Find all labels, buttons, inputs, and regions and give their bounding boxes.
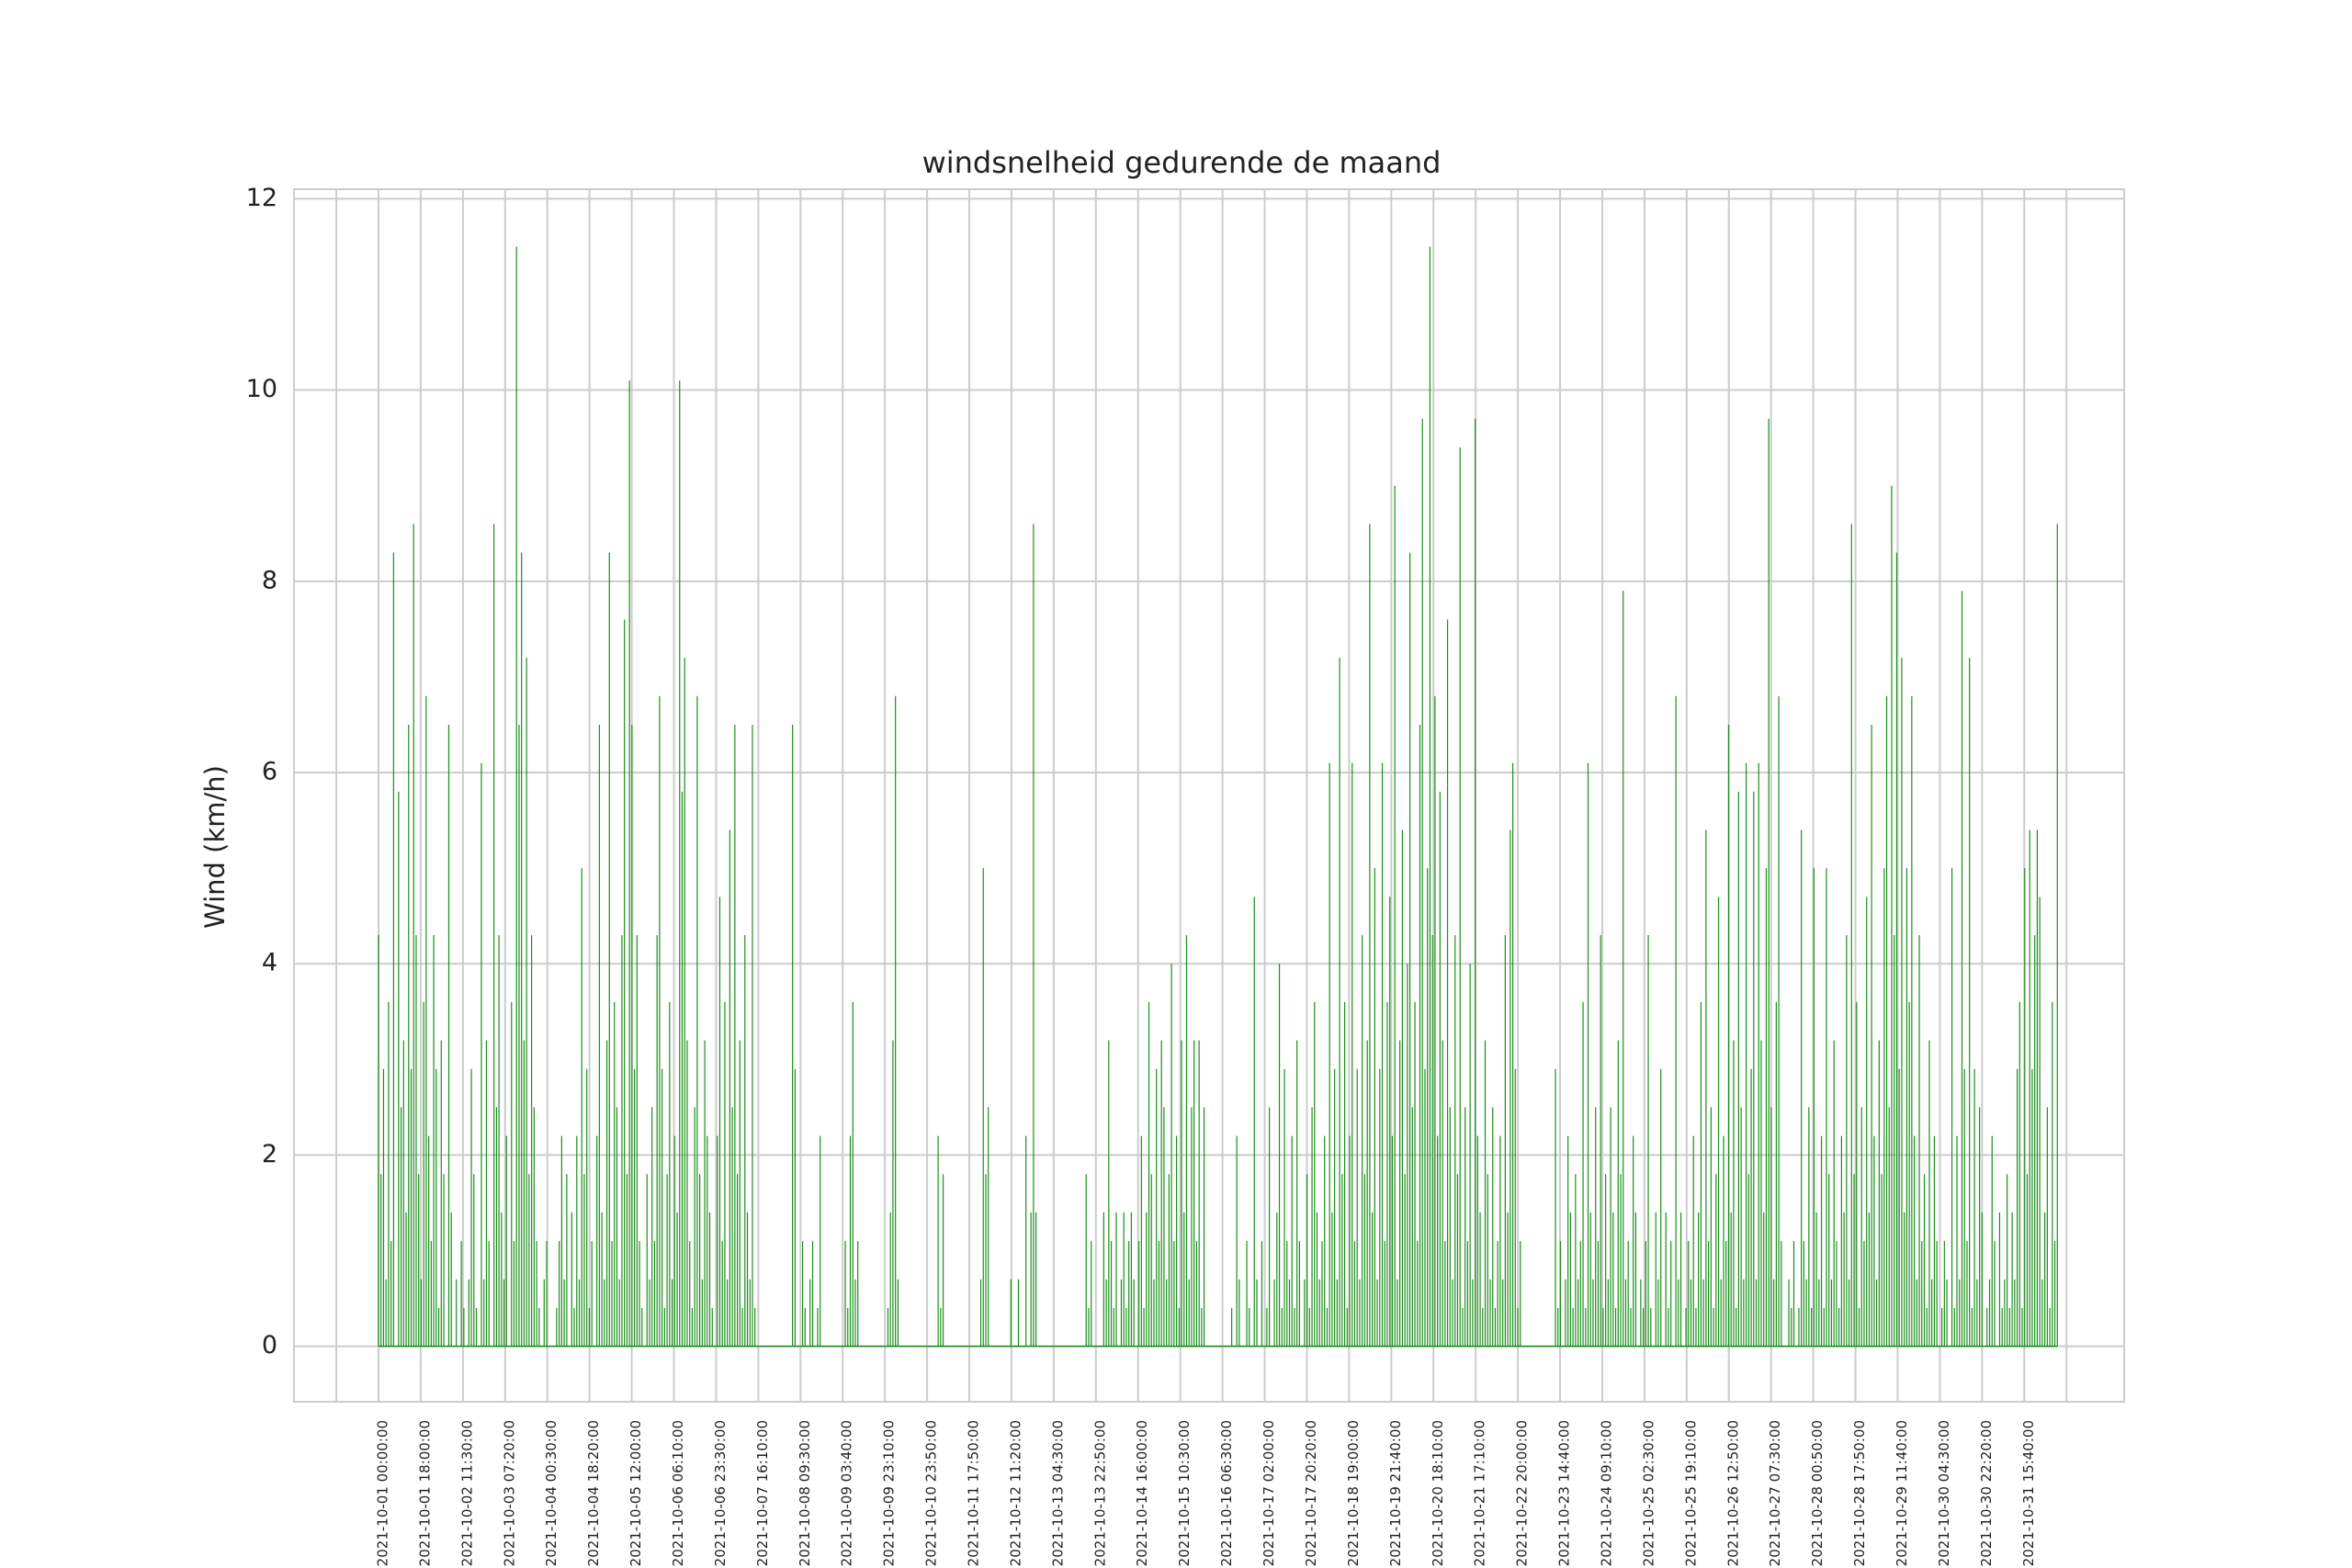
x-tick-label: 2021-10-10 23:50:00: [923, 1420, 940, 1566]
x-tick-label: 2021-10-02 11:30:00: [458, 1420, 475, 1566]
x-tick-label: 2021-10-01 00:00:00: [375, 1420, 391, 1566]
x-tick-label: 2021-10-09 03:40:00: [839, 1420, 855, 1566]
y-tick-label: 4: [262, 949, 277, 977]
x-tick-label: 2021-10-20 18:10:00: [1430, 1420, 1446, 1566]
y-tick-label: 0: [262, 1331, 277, 1359]
x-tick-label: 2021-10-06 06:10:00: [670, 1420, 686, 1566]
y-axis-label: Wind (km/h): [199, 765, 231, 929]
x-tick-label: 2021-10-09 23:10:00: [881, 1420, 898, 1566]
x-tick-label: 2021-10-15 10:30:00: [1176, 1420, 1193, 1566]
x-tick-label: 2021-10-03 07:20:00: [501, 1420, 517, 1566]
grid-layer: [294, 189, 2124, 1402]
y-tick-labels: 0 2 4 6 8 10 12: [246, 184, 277, 1359]
x-tick-label: 2021-10-05 12:00:00: [628, 1420, 644, 1566]
y-tick-label: 2: [262, 1140, 277, 1168]
y-tick-label: 12: [246, 184, 277, 212]
x-tick-label: 2021-10-13 04:30:00: [1049, 1420, 1066, 1566]
x-tick-label: 2021-10-31 15:40:00: [2020, 1420, 2037, 1566]
x-tick-label: 2021-10-19 21:40:00: [1387, 1420, 1404, 1566]
x-tick-label: 2021-10-25 19:10:00: [1682, 1420, 1699, 1566]
x-tick-label: 2021-10-13 22:50:00: [1091, 1420, 1108, 1566]
x-tick-label: 2021-10-21 17:10:00: [1472, 1420, 1488, 1566]
x-tick-label: 2021-10-08 09:30:00: [797, 1420, 813, 1566]
y-tick-label: 8: [262, 566, 277, 594]
x-tick-label: 2021-10-24 09:10:00: [1598, 1420, 1614, 1566]
x-tick-label: 2021-10-12 11:20:00: [1007, 1420, 1023, 1566]
x-tick-label: 2021-10-17 20:20:00: [1303, 1420, 1319, 1566]
x-tick-label: 2021-10-22 20:00:00: [1514, 1420, 1531, 1566]
x-tick-label: 2021-10-28 00:50:00: [1809, 1420, 1826, 1566]
y-tick-label: 10: [246, 375, 277, 403]
x-tick-label: 2021-10-01 18:00:00: [416, 1420, 433, 1566]
x-tick-label: 2021-10-23 14:40:00: [1556, 1420, 1573, 1566]
y-tick-label: 6: [262, 758, 277, 786]
x-tick-label: 2021-10-11 17:50:00: [966, 1420, 982, 1566]
x-tick-label: 2021-10-17 02:00:00: [1261, 1420, 1277, 1566]
x-tick-label: 2021-10-16 06:30:00: [1218, 1420, 1235, 1566]
x-tick-label: 2021-10-30 22:20:00: [1978, 1420, 1995, 1566]
x-tick-label: 2021-10-07 16:10:00: [754, 1420, 771, 1566]
x-tick-label: 2021-10-04 18:20:00: [585, 1420, 602, 1566]
x-tick-label: 2021-10-04 00:30:00: [543, 1420, 560, 1566]
x-tick-labels: 2021-10-01 00:00:00 2021-10-01 18:00:00 20…: [375, 1420, 2037, 1566]
x-tick-label: 2021-10-29 11:40:00: [1894, 1420, 1910, 1566]
x-tick-label: 2021-10-27 07:30:00: [1767, 1420, 1783, 1566]
x-tick-label: 2021-10-28 17:50:00: [1851, 1420, 1868, 1566]
x-tick-label: 2021-10-30 04:30:00: [1936, 1420, 1952, 1566]
bars-layer: [378, 246, 2058, 1348]
x-tick-label: 2021-10-26 12:50:00: [1724, 1420, 1741, 1566]
x-tick-label: 2021-10-14 16:00:00: [1134, 1420, 1150, 1566]
x-tick-label: 2021-10-18 19:00:00: [1345, 1420, 1362, 1566]
x-tick-label: 2021-10-25 02:30:00: [1640, 1420, 1657, 1566]
plot-frame: [293, 188, 2125, 1403]
x-tick-label: 2021-10-06 23:30:00: [712, 1420, 729, 1566]
chart-title: windsnelheid gedurende de maand: [922, 145, 1442, 180]
